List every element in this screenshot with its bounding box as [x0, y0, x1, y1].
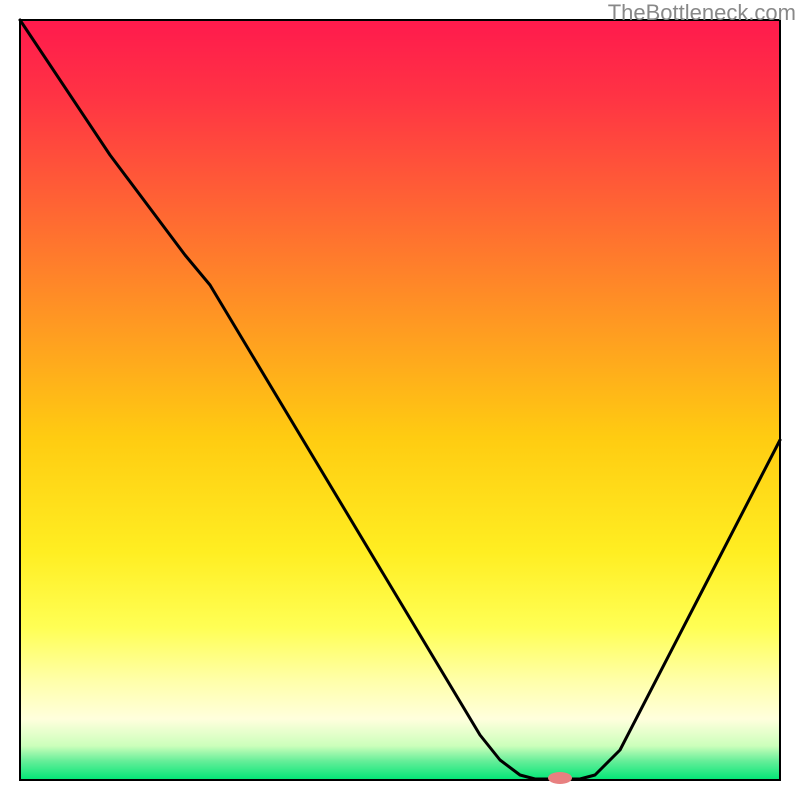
optimal-point-marker — [548, 772, 572, 784]
chart-background — [20, 20, 780, 780]
bottleneck-chart: TheBottleneck.com — [0, 0, 800, 800]
watermark-text: TheBottleneck.com — [608, 0, 796, 26]
chart-svg — [0, 0, 800, 800]
